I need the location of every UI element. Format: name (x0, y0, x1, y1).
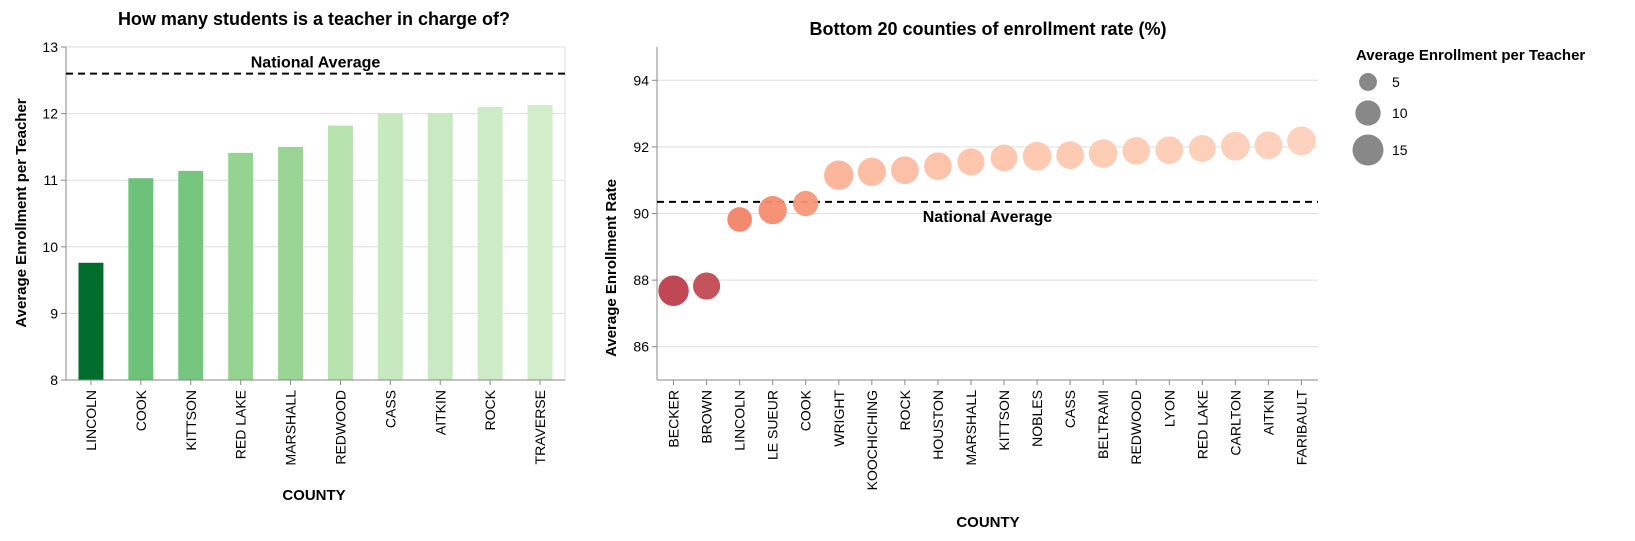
legend-size-10 (1355, 100, 1381, 126)
scatter-x-tick-label: ROCK (897, 389, 913, 430)
point-marshall (957, 148, 985, 176)
scatter-x-tick-label: CARLTON (1227, 390, 1243, 456)
point-le-sueur (758, 196, 787, 225)
scatter-y-tick-label: 88 (633, 272, 649, 288)
scatter-x-tick-label: RED LAKE (1194, 390, 1210, 459)
scatter-x-tick-label: KOOCHICHING (864, 390, 880, 490)
point-wright (824, 160, 854, 190)
bar-x-tick-label: LINCOLN (83, 390, 99, 451)
bar-x-tick-label: ROCK (482, 389, 498, 430)
bar-chart-title: How many students is a teacher in charge… (118, 9, 510, 29)
point-beltrami (1088, 139, 1118, 168)
scatter-x-tick-label: BROWN (699, 390, 715, 444)
bar-marshall (278, 146, 304, 380)
scatter-x-tick-label: WRIGHT (831, 390, 847, 447)
bar-y-tick-label: 10 (42, 239, 58, 255)
scatter-x-tick-label: BECKER (666, 390, 682, 448)
point-faribault (1287, 126, 1316, 156)
bar-x-tick-label: AITKIN (432, 390, 448, 435)
bar-x-tick-label: RED LAKE (233, 390, 249, 459)
scatter-x-tick-label: CASS (1062, 390, 1078, 428)
scatter-series (658, 126, 1316, 306)
point-lyon (1155, 136, 1184, 165)
bar-y-tick-label: 11 (43, 172, 58, 188)
size-legend: Average Enrollment per Teacher 5 10 15 (1352, 47, 1585, 166)
legend-size-15 (1352, 134, 1384, 166)
bar-chart: How many students is a teacher in charge… (13, 9, 566, 504)
scatter-y-tick-label: 92 (633, 139, 649, 155)
scatter-x-tick-label: BELTRAMI (1095, 390, 1111, 459)
scatter-y-axis: 86 88 90 92 94 (633, 47, 658, 380)
bar-y-axis: 8 9 10 11 12 13 (42, 39, 67, 388)
point-redwood (1122, 137, 1150, 165)
legend-label: 10 (1392, 105, 1408, 121)
bar-y-tick-label: 8 (50, 372, 58, 388)
point-carlton (1221, 131, 1250, 161)
scatter-x-axis-title: COUNTY (956, 514, 1019, 531)
scatter-x-tick-label: NOBLES (1029, 390, 1045, 447)
legend-label: 5 (1392, 74, 1400, 90)
point-red-lake (1188, 135, 1216, 163)
bar-reference-line: National Average (66, 55, 565, 75)
bar-x-axis-title: COUNTY (282, 487, 345, 504)
bar-y-tick-label: 13 (42, 39, 58, 55)
scatter-x-tick-label: HOUSTON (930, 390, 946, 460)
scatter-x-tick-label: KITTSON (996, 390, 1012, 451)
scatter-reference-label: National Average (923, 209, 1053, 226)
bar-y-tick-label: 12 (42, 106, 58, 122)
bar-traverse (527, 104, 553, 380)
point-cook (793, 190, 819, 217)
bar-rock (477, 106, 503, 380)
bar-x-tick-label: TRAVERSE (532, 390, 548, 464)
bar-reference-label: National Average (251, 55, 381, 72)
point-brown (693, 272, 721, 300)
scatter-x-tick-label: LYON (1161, 390, 1177, 427)
scatter-chart-title: Bottom 20 counties of enrollment rate (%… (809, 19, 1166, 39)
bar-y-tick-label: 9 (50, 305, 58, 321)
scatter-x-tick-label: FARIBAULT (1293, 390, 1309, 466)
point-lincoln (727, 207, 752, 232)
bar-x-tick-label: MARSHALL (283, 390, 299, 466)
bar-red-lake (228, 152, 254, 380)
bar-cass (377, 113, 403, 380)
bar-y-axis-title: Average Enrollment per Teacher (13, 98, 30, 327)
bar-series (78, 104, 553, 381)
scatter-y-tick-label: 90 (633, 206, 649, 222)
scatter-chart: Bottom 20 counties of enrollment rate (%… (603, 19, 1318, 531)
legend-label: 15 (1392, 142, 1408, 158)
bar-aitkin (427, 112, 453, 381)
scatter-x-tick-label: LE SUEUR (765, 390, 781, 460)
point-becker (658, 275, 689, 306)
bar-redwood (327, 125, 353, 380)
point-houston (924, 152, 952, 181)
bar-x-tick-label: KITTSON (183, 390, 199, 451)
point-nobles (1022, 141, 1052, 171)
scatter-x-tick-label: MARSHALL (963, 390, 979, 466)
point-cass (1056, 141, 1084, 170)
scatter-x-tick-label: REDWOOD (1128, 390, 1144, 465)
point-kittson (990, 144, 1018, 172)
bar-x-tick-label: COOK (133, 389, 149, 431)
scatter-x-tick-label: AITKIN (1260, 390, 1276, 435)
bar-x-tick-label: CASS (382, 390, 398, 428)
bar-x-tick-label: REDWOOD (332, 390, 348, 465)
point-rock (891, 156, 919, 185)
scatter-x-tick-label: LINCOLN (732, 390, 748, 451)
legend-entries: 5 10 15 (1352, 73, 1408, 166)
bar-lincoln (78, 262, 104, 380)
point-koochiching (857, 157, 886, 187)
bar-cook (128, 178, 154, 380)
bar-kittson (178, 170, 204, 380)
point-aitkin (1254, 131, 1283, 160)
scatter-y-tick-label: 86 (633, 339, 649, 355)
scatter-x-tick-label: COOK (798, 389, 814, 431)
legend-size-5 (1359, 73, 1377, 91)
bar-x-axis: LINCOLN COOK KITTSON RED LAKE MARSHALL REDWOO… (66, 379, 565, 466)
scatter-y-tick-label: 94 (633, 72, 649, 88)
scatter-y-axis-title: Average Enrollment Rate (603, 179, 620, 357)
scatter-x-axis: BECKER BROWN LINCOLN LE SUEUR COOK WRIGHT KOOC… (657, 379, 1318, 490)
legend-title: Average Enrollment per Teacher (1356, 47, 1585, 64)
